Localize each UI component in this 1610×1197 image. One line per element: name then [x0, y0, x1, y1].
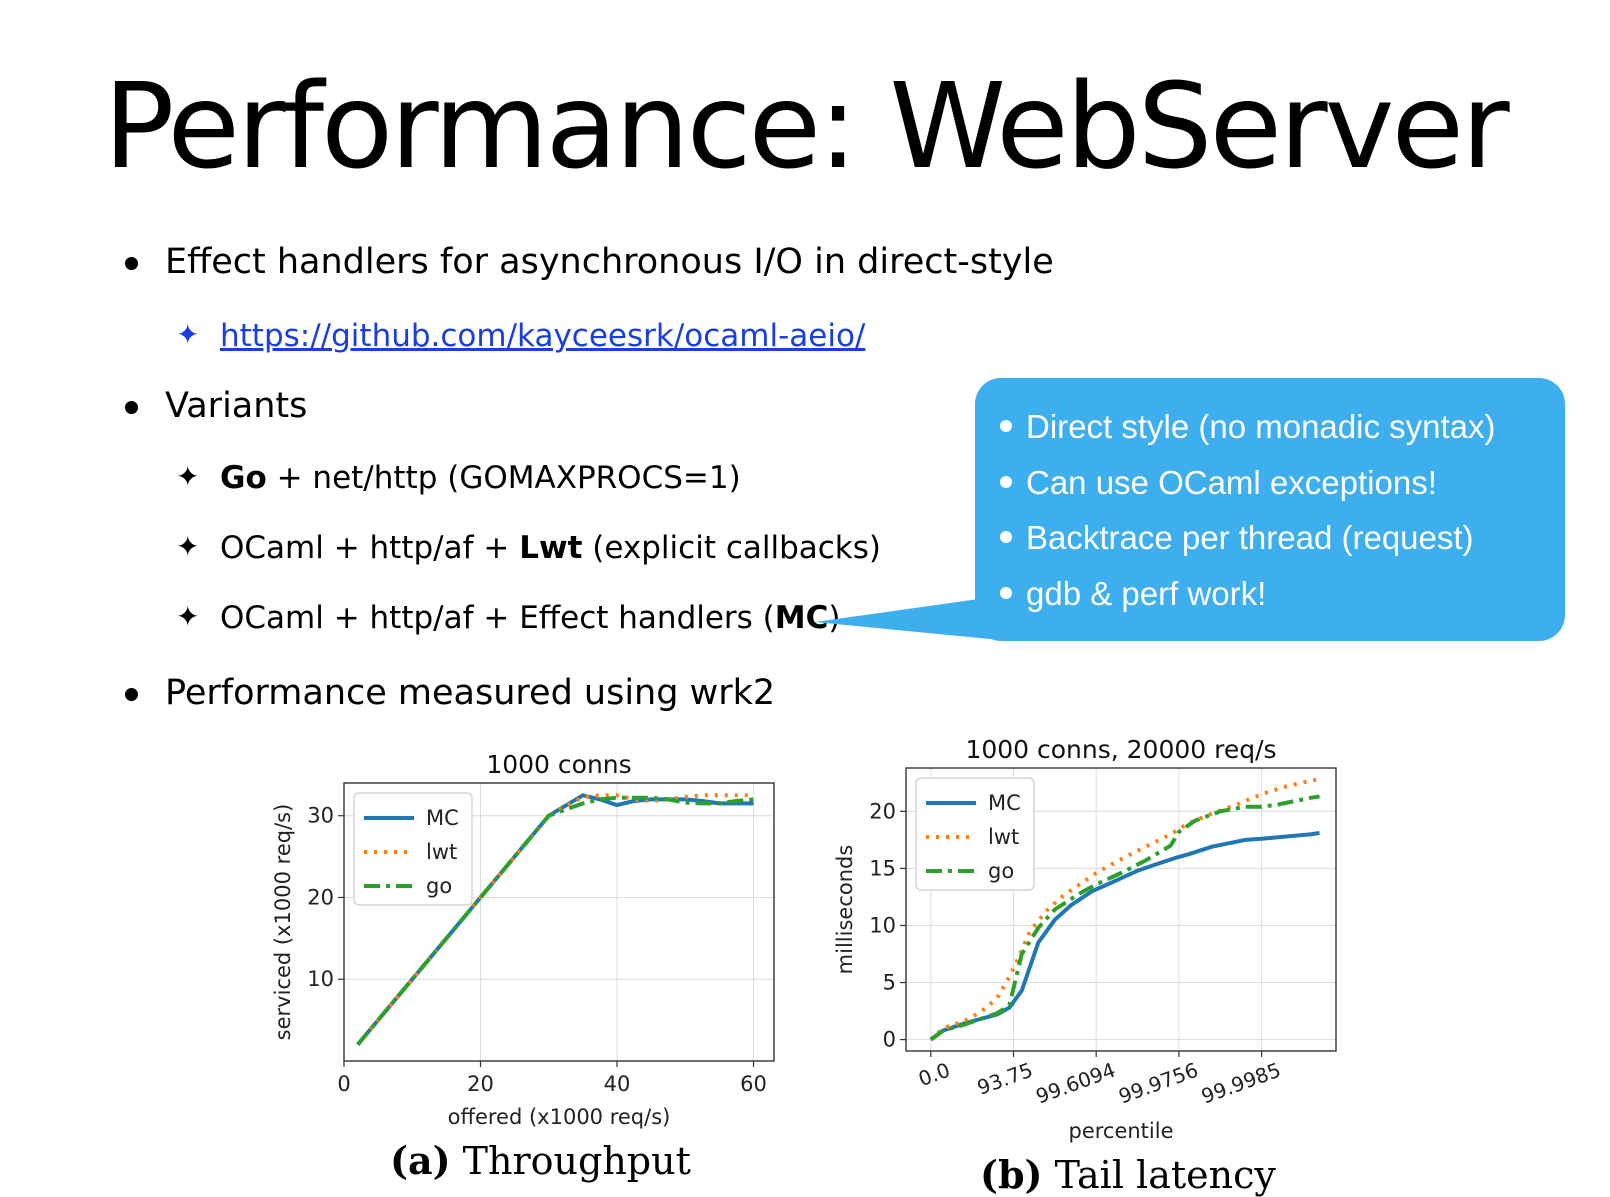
bullet-dot: [125, 257, 138, 270]
series-line-lwt: [929, 777, 1320, 1042]
y-tick-label: 30: [307, 804, 334, 828]
caption-tail-latency-text: Tail latency: [1042, 1153, 1276, 1197]
caption-throughput-label: (a): [390, 1138, 451, 1183]
variant-mc-pre: OCaml + http/af + Effect handlers (: [220, 600, 775, 636]
bullet-performance-measured: Performance measured using wrk2: [165, 673, 776, 713]
star-icon: ✦: [176, 461, 200, 492]
chart-title: 1000 conns: [486, 750, 631, 779]
star-icon: ✦: [176, 601, 200, 632]
y-tick-label: 20: [869, 799, 896, 823]
bullet-dot: [125, 688, 138, 701]
legend-box: [915, 777, 1035, 891]
variant-go: Go + net/http (GOMAXPROCS=1): [220, 460, 741, 496]
star-icon: ✦: [176, 319, 200, 350]
caption-throughput: (a) Throughput: [390, 1138, 691, 1183]
legend-label: MC: [426, 806, 459, 830]
x-tick-label: 40: [604, 1072, 631, 1096]
legend-label: go: [988, 859, 1014, 883]
y-tick-label: 10: [869, 913, 896, 937]
slide-title: Performance: WebServer: [103, 57, 1509, 195]
x-tick-label: 0: [337, 1072, 350, 1096]
variant-go-bold: Go: [220, 460, 267, 496]
y-tick-label: 20: [307, 885, 334, 909]
github-link-text[interactable]: https://github.com/kayceesrk/ocaml-aeio/: [220, 318, 866, 354]
variant-lwt-bold: Lwt: [519, 530, 583, 566]
variant-lwt: OCaml + http/af + Lwt (explicit callback…: [220, 530, 881, 566]
legend-label: MC: [988, 791, 1021, 815]
caption-tail-latency-label: (b): [980, 1152, 1043, 1197]
y-tick-label: 15: [869, 856, 896, 880]
callout-item: Direct style (no monadic syntax): [1000, 408, 1496, 446]
x-axis-label: offered (x1000 req/s): [448, 1105, 671, 1129]
plot-frame: [343, 782, 775, 1062]
legend-label: lwt: [426, 840, 457, 864]
variant-mc-post: ): [828, 600, 841, 636]
x-tick-label: 99.9985: [1198, 1058, 1284, 1109]
y-tick-label: 0: [883, 1028, 896, 1052]
caption-tail-latency: (b) Tail latency: [980, 1152, 1276, 1197]
legend-label: lwt: [988, 825, 1019, 849]
variant-lwt-pre: OCaml + http/af +: [220, 530, 520, 566]
variant-lwt-post: (explicit callbacks): [582, 530, 882, 566]
caption-throughput-text: Throughput: [450, 1139, 691, 1183]
y-tick-label: 5: [883, 971, 896, 995]
callout-item: gdb & perf work!: [1000, 575, 1266, 613]
callout-box: [975, 378, 1565, 641]
x-tick-label: 0.0: [915, 1058, 953, 1091]
bullet-effect-handlers: Effect handlers for asynchronous I/O in …: [165, 242, 1054, 282]
x-tick-label: 93.75: [974, 1058, 1036, 1100]
series-line-go: [929, 794, 1320, 1042]
variant-mc: OCaml + http/af + Effect handlers (MC): [220, 600, 841, 636]
x-axis-label: percentile: [1068, 1119, 1173, 1143]
series-line-lwt: [356, 793, 754, 1046]
bullet-dot: [125, 401, 138, 414]
chart-title: 1000 conns, 20000 req/s: [965, 735, 1276, 764]
variant-go-rest: + net/http (GOMAXPROCS=1): [266, 460, 741, 496]
series-line-go: [356, 795, 754, 1046]
legend-label: go: [426, 874, 452, 898]
x-tick-label: 20: [467, 1072, 494, 1096]
x-tick-label: 99.9756: [1115, 1058, 1201, 1109]
x-tick-label: 60: [740, 1072, 767, 1096]
plot-frame: [905, 767, 1337, 1052]
y-tick-label: 10: [307, 967, 334, 991]
star-icon: ✦: [176, 531, 200, 562]
callout-item: Backtrace per thread (request): [1000, 519, 1474, 557]
y-axis-label: milliseconds: [833, 845, 857, 975]
legend-box: [353, 792, 473, 906]
variant-mc-bold: MC: [774, 600, 829, 636]
y-axis-label: serviced (x1000 req/s): [271, 804, 295, 1041]
bullet-variants: Variants: [165, 386, 308, 426]
callout-item: Can use OCaml exceptions!: [1000, 464, 1437, 502]
x-tick-label: 99.6094: [1033, 1058, 1119, 1109]
github-link[interactable]: https://github.com/kayceesrk/ocaml-aeio/: [220, 318, 865, 354]
